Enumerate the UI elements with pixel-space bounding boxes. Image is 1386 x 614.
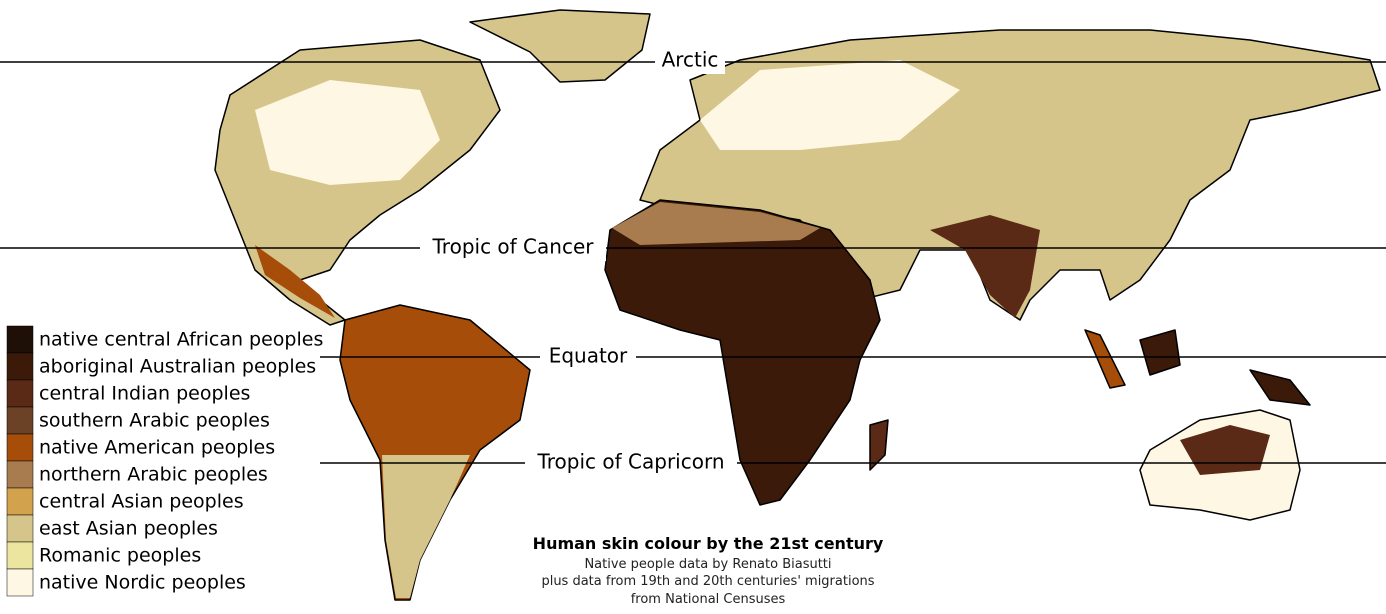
legend-label: native Nordic peoples [39, 572, 246, 594]
legend-label: east Asian peoples [39, 518, 218, 540]
south-america [339, 304, 531, 601]
label-bg [540, 344, 636, 370]
legend-label: aboriginal Australian peoples [39, 356, 316, 378]
capricorn-label: Tropic of Capricorn [536, 450, 724, 474]
europe-north [700, 60, 960, 150]
caption-title: Human skin colour by the 21st century [533, 534, 884, 553]
indonesia [1084, 329, 1126, 389]
label-bg [420, 235, 606, 261]
south-asia [930, 215, 1040, 318]
legend-swatch [6, 514, 34, 543]
north-america-south [255, 245, 335, 318]
legend-swatch [6, 541, 34, 570]
legend-swatch [6, 487, 34, 516]
legend-swatch [6, 460, 34, 489]
cancer-label: Tropic of Cancer [432, 235, 595, 259]
borneo [1139, 329, 1181, 376]
legend-label: native central African peoples [39, 329, 323, 351]
legend-label: native American peoples [39, 437, 275, 459]
legend-box [6, 324, 318, 596]
africa [604, 199, 881, 506]
label-bg [655, 48, 725, 74]
legend-swatch [6, 379, 34, 408]
equator-label: Equator [549, 344, 628, 368]
caption-line: Native people data by Renato Biasutti [584, 557, 831, 572]
legend-label: central Indian peoples [39, 383, 250, 405]
north-america-north [255, 80, 440, 185]
south-america-south [382, 455, 470, 598]
caption-line: plus data from 19th and 20th centuries' … [541, 574, 874, 589]
madagascar [869, 419, 889, 471]
legend-label: Romanic peoples [39, 545, 201, 567]
legend-label: southern Arabic peoples [39, 410, 270, 432]
legend-swatch [6, 433, 34, 462]
legend: native central African peoples aboriginal… [6, 324, 323, 597]
legend-swatch [6, 568, 34, 597]
legend-label: northern Arabic peoples [39, 464, 268, 486]
legend-swatch [6, 352, 34, 381]
label-bg [525, 450, 737, 476]
legend-label: central Asian peoples [39, 491, 244, 513]
continents [214, 9, 1381, 601]
greenland [469, 9, 651, 83]
legend-swatch [6, 325, 34, 354]
legend-swatch [6, 406, 34, 435]
africa-north [612, 202, 820, 245]
new-guinea [1249, 369, 1311, 406]
arctic-label: Arctic [662, 48, 719, 72]
caption-line: from National Censuses [631, 592, 786, 607]
